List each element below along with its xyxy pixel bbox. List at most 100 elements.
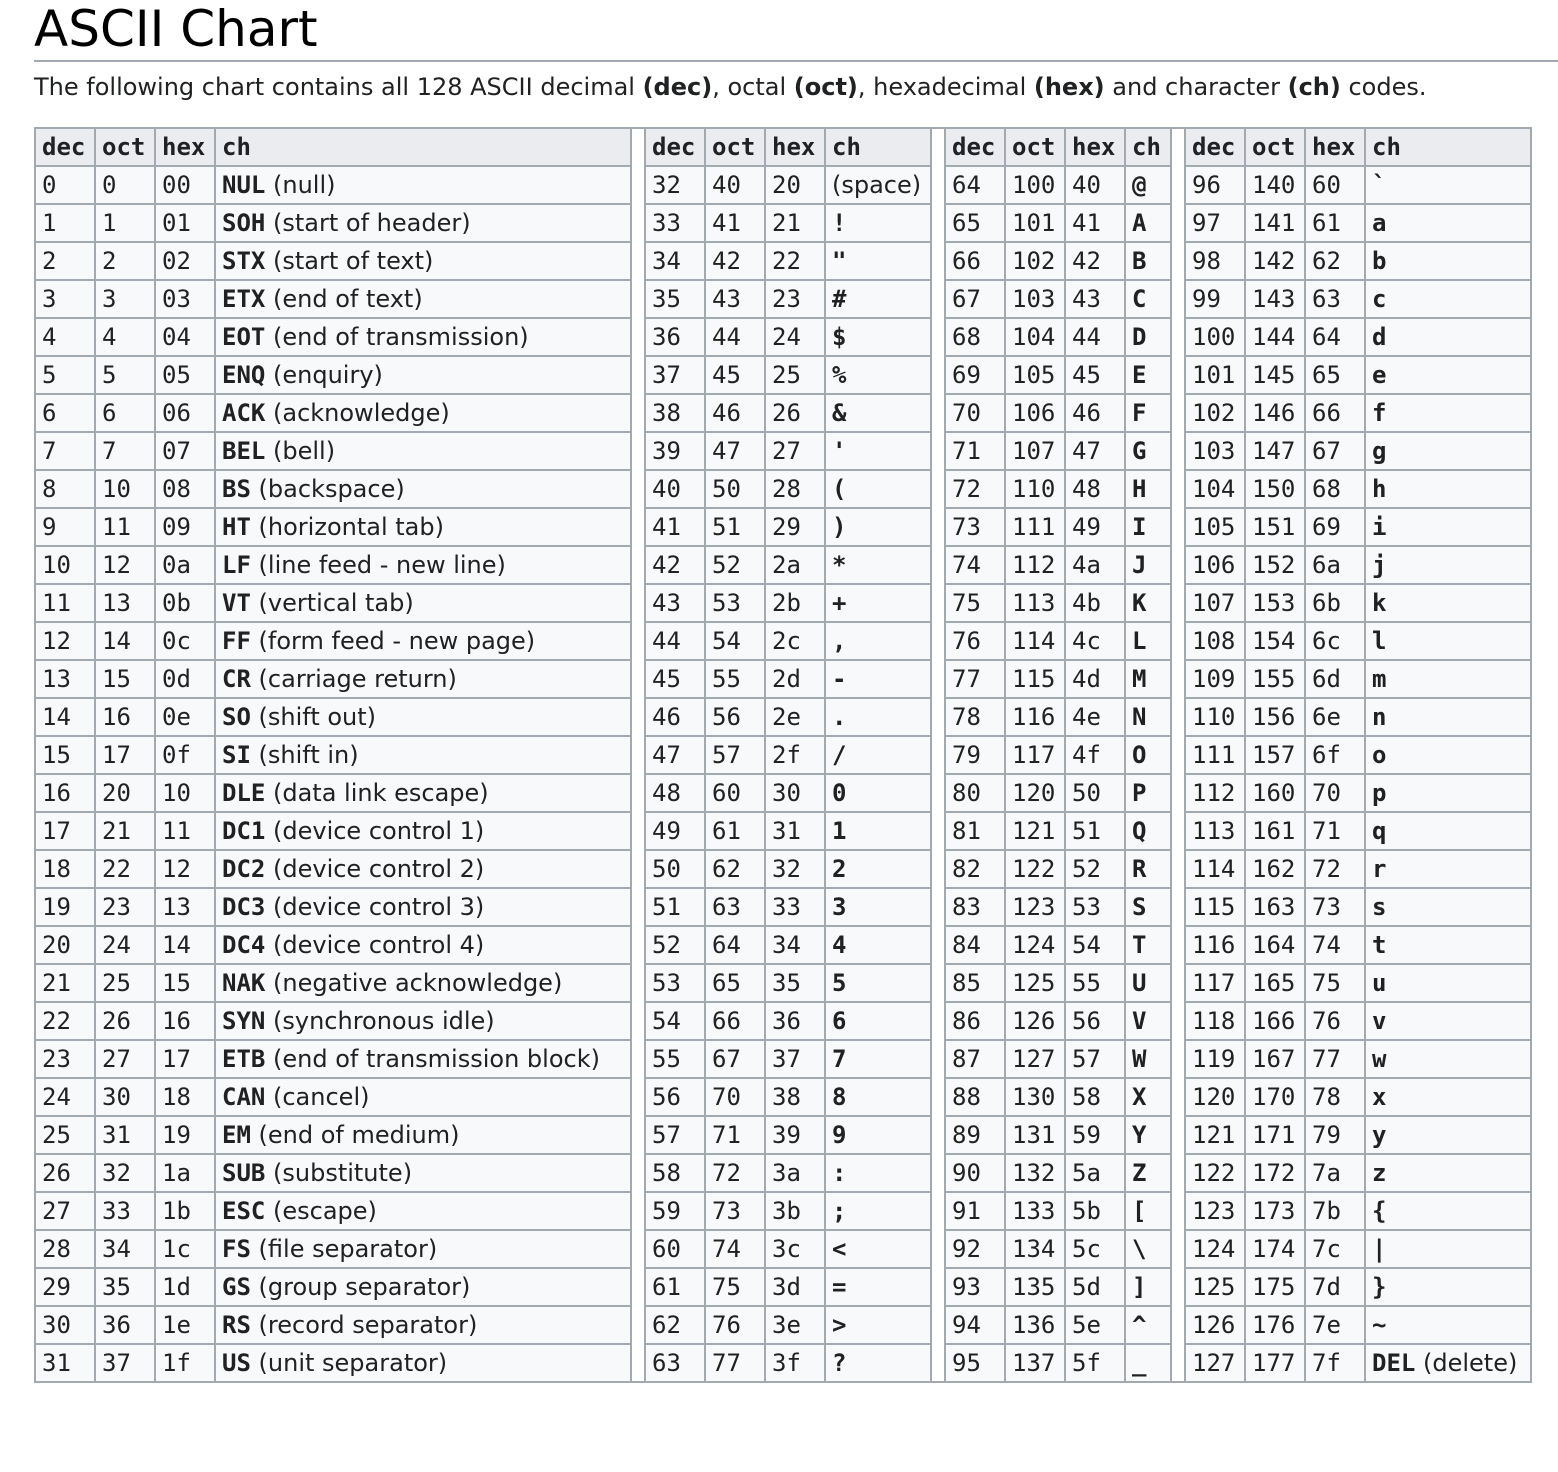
hex-cell: 32 [764,849,826,889]
column-header-oct: oct [94,127,156,167]
table-row: 30 36 1e RS (record separator) 62 76 3e >94 136 5… [34,1305,1532,1345]
dec-cell: 37 [644,355,706,395]
intro-part: and character [1104,73,1288,101]
dec-cell: 90 [944,1153,1006,1193]
char-symbol: K [1132,589,1147,617]
dec-cell: 12 [34,621,96,661]
dec-cell: 76 [944,621,1006,661]
hex-cell: 33 [764,887,826,927]
hex-cell: 7a [1304,1153,1366,1193]
hex-cell: 0e [154,697,216,737]
oct-cell: 35 [94,1267,156,1307]
oct-cell: 146 [1244,393,1306,433]
ch-cell: RS (record separator) [214,1305,632,1345]
group-spacer [1170,698,1186,736]
oct-cell: 22 [94,849,156,889]
oct-cell: 53 [704,583,766,623]
char-symbol: HT [222,513,251,541]
dec-cell: 121 [1184,1115,1246,1155]
oct-cell: 26 [94,1001,156,1041]
hex-cell: 3e [764,1305,826,1345]
column-header-ch: ch [824,127,932,167]
dec-cell: 15 [34,735,96,775]
char-symbol: DC3 [222,893,266,921]
hex-cell: 35 [764,963,826,1003]
oct-cell: 6 [94,393,156,433]
dec-cell: 85 [944,963,1006,1003]
ch-cell: H [1124,469,1172,509]
char-symbol: EM [222,1121,251,1149]
hex-cell: 0b [154,583,216,623]
oct-cell: 161 [1244,811,1306,851]
ch-cell: EM (end of medium) [214,1115,632,1155]
table-row: 13 15 0d CR (carriage return) 45 55 2d - 77 115 4d… [34,659,1532,699]
dec-cell: 53 [644,963,706,1003]
oct-cell: 153 [1244,583,1306,623]
ch-cell: ) [824,507,932,547]
dec-cell: 48 [644,773,706,813]
char-symbol: DLE [222,779,266,807]
dec-cell: 67 [944,279,1006,319]
group-spacer [630,508,646,546]
table-row: 27 33 1b ESC (escape) 59 73 3b; 91 133 5b[123 173 7… [34,1191,1532,1231]
hex-cell: 39 [764,1115,826,1155]
dec-cell: 117 [1184,963,1246,1003]
column-header-oct: oct [704,127,766,167]
oct-cell: 121 [1004,811,1066,851]
dec-cell: 54 [644,1001,706,1041]
group-spacer [630,280,646,318]
oct-cell: 131 [1004,1115,1066,1155]
hex-cell: 48 [1064,469,1126,509]
char-symbol: I [1132,513,1147,541]
oct-cell: 30 [94,1077,156,1117]
char-symbol: O [1132,741,1147,769]
hex-cell: 68 [1304,469,1366,509]
oct-cell: 134 [1004,1229,1066,1269]
hex-cell: 1d [154,1267,216,1307]
ch-cell: = [824,1267,932,1307]
hex-cell: 0a [154,545,216,585]
ch-cell: W [1124,1039,1172,1079]
group-spacer [630,432,646,470]
column-header-hex: hex [1304,127,1366,167]
ch-cell: STX (start of text) [214,241,632,281]
char-symbol: q [1372,817,1387,845]
hex-cell: 5e [1064,1305,1126,1345]
table-header-row: dec oct hex ch dec oct hex ch dec oct hex ch dec oct h… [34,127,1532,167]
oct-cell: 43 [704,279,766,319]
oct-cell: 15 [94,659,156,699]
oct-cell: 21 [94,811,156,851]
hex-cell: 52 [1064,849,1126,889]
hex-cell: 44 [1064,317,1126,357]
dec-cell: 22 [34,1001,96,1041]
dec-cell: 75 [944,583,1006,623]
char-symbol: SI [222,741,251,769]
oct-cell: 70 [704,1077,766,1117]
char-symbol: E [1132,361,1147,389]
oct-cell: 13 [94,583,156,623]
oct-cell: 151 [1244,507,1306,547]
oct-cell: 27 [94,1039,156,1079]
oct-cell: 3 [94,279,156,319]
dec-cell: 96 [1184,165,1246,205]
char-description: (synchronous idle) [273,1007,495,1035]
dec-cell: 82 [944,849,1006,889]
oct-cell: 165 [1244,963,1306,1003]
group-spacer [930,1192,946,1230]
char-symbol: \ [1132,1235,1147,1263]
ch-cell: NUL (null) [214,165,632,205]
oct-cell: 25 [94,963,156,1003]
ch-cell: z [1364,1153,1532,1193]
dec-cell: 97 [1184,203,1246,243]
group-spacer [630,698,646,736]
dec-cell: 122 [1184,1153,1246,1193]
group-spacer [1170,280,1186,318]
ch-cell: SYN (synchronous idle) [214,1001,632,1041]
oct-cell: 46 [704,393,766,433]
group-spacer [930,1154,946,1192]
oct-cell: 122 [1004,849,1066,889]
group-spacer [630,774,646,812]
char-description: (shift out) [258,703,377,731]
group-spacer [630,584,646,622]
oct-cell: 132 [1004,1153,1066,1193]
